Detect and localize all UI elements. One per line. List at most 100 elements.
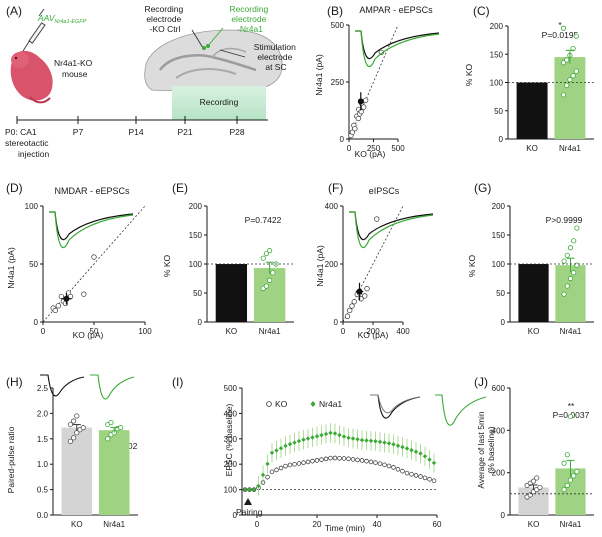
y-tick-label: 500	[224, 384, 238, 393]
data-point	[564, 482, 570, 488]
x-tick-label: 40	[373, 520, 382, 529]
data-point	[67, 421, 74, 428]
y-tick-label: 0	[198, 318, 203, 327]
bar-ko	[516, 82, 548, 139]
timeline-p7: P7	[73, 127, 84, 137]
y-tick-label: 100	[25, 202, 39, 211]
ko-point	[418, 474, 423, 479]
data-point	[52, 307, 58, 314]
data-point	[118, 425, 124, 431]
data-point	[564, 57, 570, 63]
timeline-p0: P0: CA1	[5, 127, 37, 137]
data-point	[363, 97, 369, 103]
x-category-label: Nr4a1	[103, 520, 125, 529]
mean-point	[63, 295, 70, 302]
y-tick-label: 100	[490, 79, 504, 88]
data-point	[561, 291, 567, 297]
mouse-line2: mouse	[62, 69, 88, 79]
nr4a1-point	[422, 454, 428, 459]
bar-nr4a1	[555, 265, 586, 322]
ko-point	[265, 474, 270, 480]
data-point	[567, 413, 574, 420]
mean-point	[357, 98, 364, 105]
ko-point	[287, 462, 293, 468]
trace-nr4a1	[49, 211, 134, 248]
ko-point	[269, 469, 275, 475]
y-tick-label: 100	[224, 486, 238, 495]
panel-label-j: (J)	[474, 375, 488, 389]
data-point	[570, 45, 576, 52]
bar-ko	[518, 264, 549, 322]
timeline-sub1: stereotactic	[5, 138, 49, 148]
y-tick-label: 500	[331, 21, 345, 30]
data-point	[567, 477, 574, 483]
title-b: AMPAR - eEPSCs	[359, 5, 433, 15]
data-point	[560, 25, 567, 31]
y-tick-label: 0	[501, 511, 506, 520]
data-point	[574, 225, 580, 231]
data-point	[263, 250, 270, 257]
data-point	[567, 275, 574, 282]
aav-label: AAVNr4a1-EGFP	[37, 13, 87, 25]
star-c: *	[558, 20, 562, 30]
y-tick-label: 250	[331, 78, 345, 87]
data-point	[55, 303, 61, 309]
nr4a1-point	[251, 487, 257, 492]
trace-ko	[355, 30, 440, 59]
y-tick-label: 0	[34, 318, 39, 327]
unity-line	[348, 24, 399, 140]
pvalue-e: P=0.7422	[245, 215, 282, 225]
nr4a1-point	[400, 444, 405, 450]
ko-point	[377, 461, 383, 466]
rec-nr4a1-label: Recording electrode -Nr4a1	[229, 4, 270, 34]
panel-label-c: (C)	[473, 4, 490, 18]
ko-point	[301, 460, 306, 465]
ko-point	[350, 457, 356, 462]
title-f: eIPSCs	[369, 186, 400, 196]
nr4a1-point	[350, 436, 356, 441]
mouse-line1: Nr4a1-KO	[54, 58, 93, 68]
y-tick-label: 2.5	[37, 384, 49, 393]
nr4a1-point	[265, 461, 270, 467]
panel-label-d: (D)	[6, 181, 23, 195]
y-tick-label: 100	[492, 260, 506, 269]
panel-label-f: (F)	[328, 181, 343, 195]
ko-point	[328, 455, 333, 461]
y-tick-label: 200	[490, 22, 504, 31]
ylabel-h: Paired-pulse ratio	[6, 426, 16, 493]
nr4a1-point	[301, 437, 306, 442]
data-point	[574, 469, 580, 475]
ylabel-e: % KO	[162, 255, 172, 278]
x-category-label: Nr4a1	[259, 327, 281, 336]
nr4a1-point	[373, 439, 378, 444]
star-j: **	[568, 401, 575, 411]
y-tick-label: 300	[224, 435, 238, 444]
xlabel-f: KO (pA)	[358, 330, 389, 340]
ko-point	[283, 463, 288, 469]
nr4a1-point	[319, 432, 324, 438]
xlabel-i: Time (min)	[325, 523, 365, 533]
data-point	[105, 436, 111, 442]
y-tick-label: 400	[224, 409, 238, 418]
trace-h-ko	[40, 374, 85, 397]
xlabel-b: KO (pA)	[355, 149, 386, 159]
ko-point	[409, 471, 414, 477]
trace-ko-i-base	[370, 394, 421, 414]
panel-label-b: (B)	[327, 4, 343, 18]
nr4a1-point	[269, 450, 275, 455]
nr4a1-point	[386, 441, 392, 446]
ko-point	[337, 455, 342, 461]
bar-nr4a1	[98, 430, 130, 515]
x-category-label: KO	[526, 144, 538, 153]
trace-nr-i	[435, 394, 487, 426]
data-point	[108, 419, 114, 426]
y-tick-label: 600	[492, 384, 506, 393]
y-tick-label: 0	[233, 511, 238, 520]
nr4a1-point	[296, 438, 302, 444]
y-tick-label: 0	[340, 135, 345, 144]
panel-label: (A)	[6, 4, 22, 18]
ko-point	[404, 470, 410, 476]
ko-point	[332, 455, 338, 461]
ylabel-j-1: Average of last 5min	[476, 411, 486, 489]
